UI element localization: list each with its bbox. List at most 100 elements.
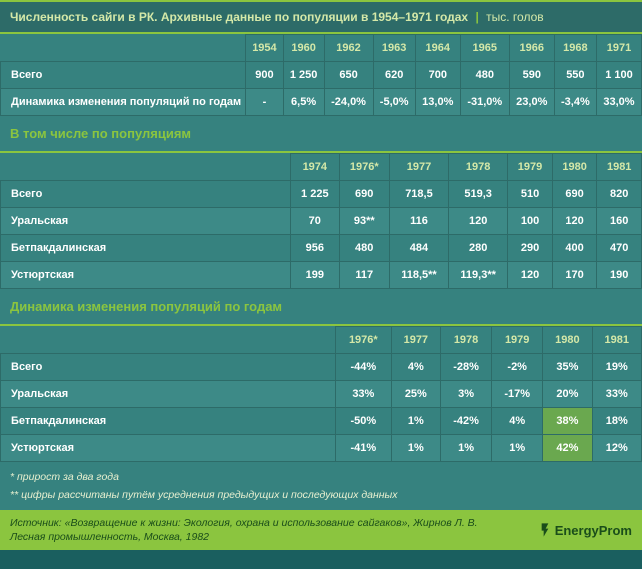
cell: 18% — [592, 408, 641, 435]
cell: 35% — [543, 354, 592, 381]
year-header: 1980 — [543, 327, 592, 354]
row-label: Всего — [1, 181, 291, 208]
cell: 33,0% — [596, 89, 641, 116]
cell: 470 — [597, 235, 642, 262]
cell: 6,5% — [283, 89, 324, 116]
bolt-icon — [537, 522, 553, 538]
cell: 510 — [508, 181, 553, 208]
year-header: 1978 — [449, 154, 508, 181]
year-header: 1981 — [592, 327, 641, 354]
row-label: Устюртская — [1, 435, 336, 462]
cell: -2% — [492, 354, 543, 381]
cell: 1 250 — [283, 62, 324, 89]
year-header: 1960 — [283, 35, 324, 62]
year-header: 1981 — [597, 154, 642, 181]
cell: 700 — [415, 62, 460, 89]
year-header: 1963 — [373, 35, 415, 62]
table-2: 19741976*19771978197919801981Всего1 2256… — [0, 153, 642, 289]
cell: 900 — [246, 62, 283, 89]
cell: -31,0% — [460, 89, 509, 116]
cell: 400 — [552, 235, 597, 262]
title-main: Численность сайги в РК. Архивные данные … — [10, 10, 468, 24]
year-header: 1971 — [596, 35, 641, 62]
cell: 19% — [592, 354, 641, 381]
cell: 93** — [339, 208, 389, 235]
brand-name: EnergyProm — [555, 523, 632, 538]
year-header: 1980 — [552, 154, 597, 181]
cell: 120 — [449, 208, 508, 235]
year-header: 1977 — [391, 327, 440, 354]
cell: 33% — [336, 381, 392, 408]
brand-logo: EnergyProm — [537, 522, 632, 538]
cell: 820 — [597, 181, 642, 208]
section-2-title: В том числе по популяциям — [0, 116, 642, 151]
cell: -42% — [441, 408, 492, 435]
cell: 38% — [543, 408, 592, 435]
cell: 718,5 — [389, 181, 448, 208]
year-header: 1976* — [339, 154, 389, 181]
row-label: Всего — [1, 62, 246, 89]
row-label: Бетпакдалинская — [1, 408, 336, 435]
cell: 117 — [339, 262, 389, 289]
cell: 160 — [597, 208, 642, 235]
cell: 956 — [291, 235, 340, 262]
cell: 519,3 — [449, 181, 508, 208]
year-header: 1954 — [246, 35, 283, 62]
cell: 620 — [373, 62, 415, 89]
row-label: Бетпакдалинская — [1, 235, 291, 262]
cell: 1% — [391, 408, 440, 435]
cell: 1 225 — [291, 181, 340, 208]
row-label: Динамика изменения популяций по годам — [1, 89, 246, 116]
cell: 4% — [492, 408, 543, 435]
cell: 650 — [324, 62, 373, 89]
cell: 690 — [552, 181, 597, 208]
year-header: 1964 — [415, 35, 460, 62]
cell: 290 — [508, 235, 553, 262]
cell: 1% — [391, 435, 440, 462]
cell: -28% — [441, 354, 492, 381]
cell: 20% — [543, 381, 592, 408]
cell: 480 — [339, 235, 389, 262]
cell: 480 — [460, 62, 509, 89]
year-header: 1966 — [509, 35, 554, 62]
cell: 12% — [592, 435, 641, 462]
cell: 199 — [291, 262, 340, 289]
infographic-container: Численность сайги в РК. Архивные данные … — [0, 0, 642, 550]
year-header: 1979 — [492, 327, 543, 354]
cell: -5,0% — [373, 89, 415, 116]
cell: 550 — [554, 62, 596, 89]
cell: 119,3** — [449, 262, 508, 289]
cell: 690 — [339, 181, 389, 208]
year-header: 1968 — [554, 35, 596, 62]
year-header: 1977 — [389, 154, 448, 181]
year-header: 1974 — [291, 154, 340, 181]
row-label: Всего — [1, 354, 336, 381]
footnote: ** цифры рассчитаны путём усреднения пре… — [10, 486, 632, 504]
cell: 190 — [597, 262, 642, 289]
year-header: 1976* — [336, 327, 392, 354]
title-separator: | — [471, 10, 482, 24]
year-header: 1962 — [324, 35, 373, 62]
year-header: 1965 — [460, 35, 509, 62]
cell: 118,5** — [389, 262, 448, 289]
cell: 3% — [441, 381, 492, 408]
cell: 170 — [552, 262, 597, 289]
row-label: Уральская — [1, 381, 336, 408]
cell: 1% — [492, 435, 543, 462]
cell: 23,0% — [509, 89, 554, 116]
cell: 13,0% — [415, 89, 460, 116]
cell: 33% — [592, 381, 641, 408]
table-1: 195419601962196319641965196619681971 Всег… — [0, 34, 642, 116]
cell: -17% — [492, 381, 543, 408]
row-label: Уральская — [1, 208, 291, 235]
year-header: 1978 — [441, 327, 492, 354]
cell: 484 — [389, 235, 448, 262]
source-text: Источник: «Возвращение к жизни: Экология… — [10, 516, 490, 544]
cell: 100 — [508, 208, 553, 235]
cell: 120 — [552, 208, 597, 235]
table-3: 1976*19771978197919801981Всего-44%4%-28%… — [0, 326, 642, 462]
cell: 116 — [389, 208, 448, 235]
year-header: 1979 — [508, 154, 553, 181]
cell: -3,4% — [554, 89, 596, 116]
cell: 120 — [508, 262, 553, 289]
